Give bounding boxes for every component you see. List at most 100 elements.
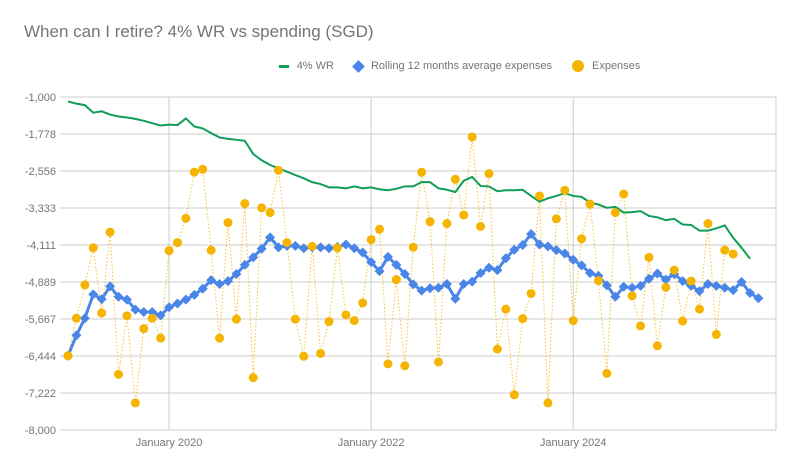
x-tick-label: January 2020 xyxy=(136,437,203,449)
y-tick-label: -8,000 xyxy=(25,425,56,437)
rolling-avg-point xyxy=(425,283,436,294)
rolling-avg-point xyxy=(197,283,208,294)
rolling-avg-point xyxy=(121,294,132,305)
expenses-point xyxy=(358,298,368,308)
expenses-point xyxy=(509,390,519,400)
legend: 4% WR Rolling 12 months average expenses… xyxy=(0,59,799,73)
expenses-point xyxy=(274,165,283,175)
expenses-point xyxy=(720,245,730,255)
rolling-avg-point xyxy=(458,278,469,289)
expenses-point xyxy=(181,213,191,223)
rolling-avg-point xyxy=(248,252,259,263)
rolling-avg-point xyxy=(559,248,570,259)
expenses-point xyxy=(206,245,216,255)
rolling-avg-point xyxy=(441,278,452,289)
expenses-point xyxy=(492,344,502,354)
rolling-avg-point xyxy=(652,268,663,279)
expenses-point xyxy=(122,311,132,321)
expenses-point xyxy=(240,199,250,209)
rolling-avg-point xyxy=(745,287,756,298)
rolling-avg-point xyxy=(155,310,166,321)
expenses-point xyxy=(63,351,73,361)
expenses-point xyxy=(257,203,267,213)
expenses-point xyxy=(215,333,225,343)
rolling-avg-point xyxy=(138,307,149,318)
y-tick-label: -7,222 xyxy=(25,388,56,400)
rolling-avg-point xyxy=(382,251,393,262)
expenses-point xyxy=(560,185,570,195)
y-tick-label: -6,444 xyxy=(25,351,56,363)
rolling-avg-point xyxy=(467,276,478,287)
rolling-avg-point xyxy=(340,239,351,250)
rolling-avg-point xyxy=(416,285,427,296)
rolling-avg-point xyxy=(526,229,537,240)
expenses-point xyxy=(97,308,107,318)
expenses-point xyxy=(290,314,300,324)
expenses-point xyxy=(105,227,115,237)
expenses-point xyxy=(669,265,679,275)
rolling-avg-point xyxy=(113,291,124,302)
y-tick-label: -1,000 xyxy=(25,92,56,104)
expenses-point xyxy=(332,243,342,253)
rolling-avg-point xyxy=(164,302,175,313)
expenses-point xyxy=(442,219,452,229)
rolling-avg-point xyxy=(736,277,747,288)
expenses-point xyxy=(602,368,612,378)
rolling-avg-point xyxy=(88,289,99,300)
y-tick-label: -4,111 xyxy=(26,240,56,252)
expenses-point xyxy=(425,217,435,227)
legend-label-wr: 4% WR xyxy=(296,60,334,72)
expenses-point xyxy=(518,314,528,324)
expenses-point xyxy=(139,324,149,334)
legend-label-expenses: Expenses xyxy=(591,60,641,72)
rolling-avg-point xyxy=(635,280,646,291)
rolling-avg-point xyxy=(256,243,267,254)
expenses-point xyxy=(316,348,326,358)
expenses-point xyxy=(265,208,275,218)
rolling-avg-point xyxy=(180,294,191,305)
rolling-avg-point xyxy=(702,278,713,289)
expenses-point xyxy=(408,242,418,252)
expenses-point xyxy=(711,329,721,339)
expenses-point xyxy=(476,221,486,231)
legend-line-swatch xyxy=(278,64,289,68)
expenses-point xyxy=(147,313,157,323)
y-tick-label: -1,778 xyxy=(25,129,56,141)
expenses-point xyxy=(644,252,654,262)
expenses-point xyxy=(223,218,233,228)
legend-item-wr[interactable]: 4% WR xyxy=(278,60,334,72)
rolling-avg-point xyxy=(366,257,377,268)
expenses-point xyxy=(80,280,90,290)
expenses-point xyxy=(535,191,545,201)
rolling-avg-point xyxy=(542,241,553,252)
rolling-avg-point xyxy=(408,279,419,290)
y-tick-label: -2,556 xyxy=(25,166,56,178)
expenses-point xyxy=(636,321,646,331)
rolling-avg-point xyxy=(450,293,461,304)
rolling-avg-point xyxy=(568,254,579,265)
rolling-avg-point xyxy=(96,294,107,305)
rolling-avg-point xyxy=(130,304,141,315)
expenses-point xyxy=(728,249,738,259)
legend-item-rolling[interactable]: Rolling 12 months average expenses xyxy=(352,59,552,73)
expenses-point xyxy=(71,313,81,323)
rolling-avg-point xyxy=(719,282,730,293)
rolling-avg-point xyxy=(214,278,225,289)
rolling-avg-point xyxy=(399,268,410,279)
rolling-avg-point xyxy=(265,232,276,243)
y-tick-label: -3,333 xyxy=(25,203,56,215)
expenses-point xyxy=(156,333,166,343)
rolling-avg-point xyxy=(290,240,301,251)
rolling-avg-point xyxy=(500,253,511,264)
expenses-point xyxy=(619,189,629,199)
expenses-point xyxy=(231,314,241,324)
legend-item-expenses[interactable]: Expenses xyxy=(571,60,641,72)
expenses-point xyxy=(299,351,309,361)
expenses-point xyxy=(282,238,292,248)
expenses-point xyxy=(189,167,199,177)
rolling-avg-point xyxy=(753,293,764,304)
rolling-avg-point xyxy=(433,282,444,293)
rolling-avg-point xyxy=(105,281,116,292)
expenses-point xyxy=(114,369,124,379)
rolling-avg-point xyxy=(551,245,562,256)
